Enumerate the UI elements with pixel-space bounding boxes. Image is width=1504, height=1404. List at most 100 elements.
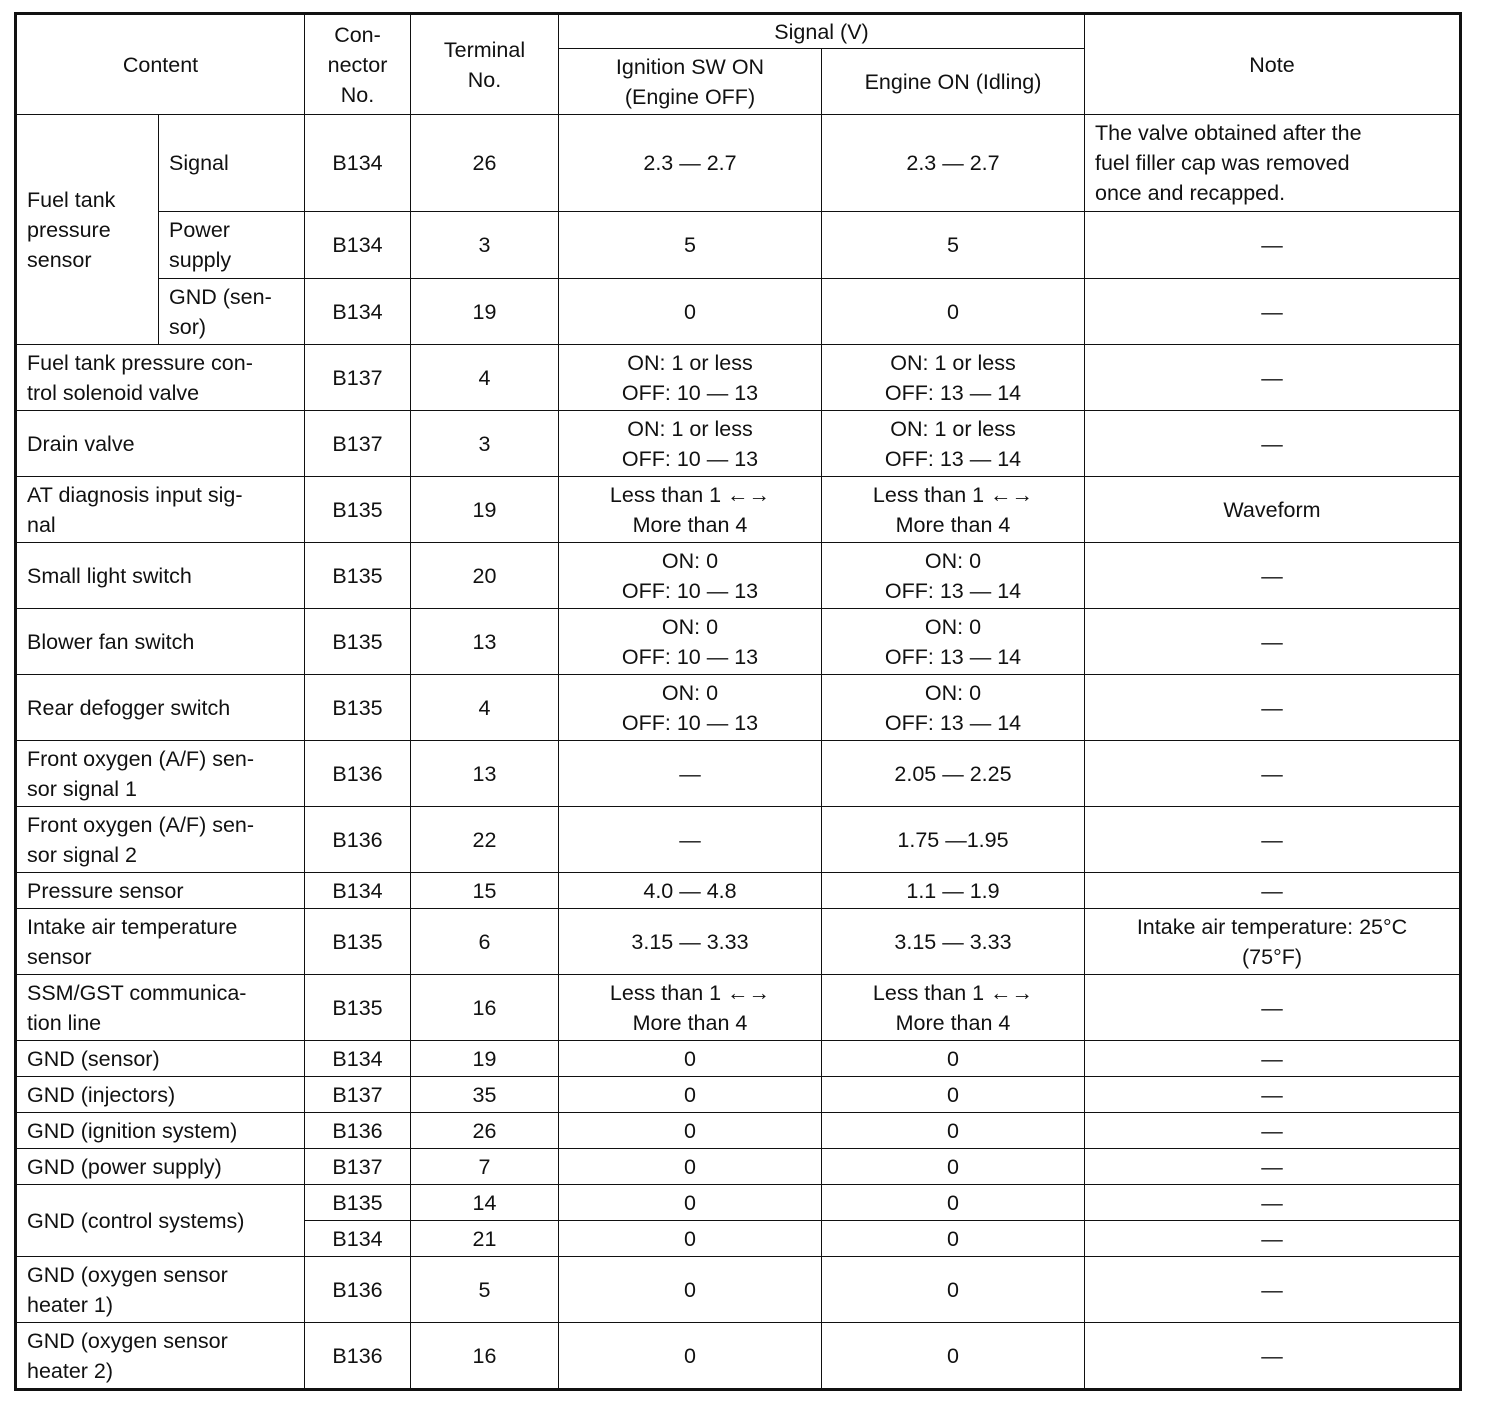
note-cell: — [1084, 872, 1461, 909]
terminal-cell: 16 [410, 1322, 559, 1390]
content-cell: Pressure sensor [15, 872, 305, 909]
engine-on-cell: Less than 1 ←→ More than 4 [821, 974, 1085, 1041]
content-cell: SSM/GST communica- tion line [15, 974, 305, 1041]
header-connector: Con- nector No. [304, 13, 411, 115]
header-terminal: Terminal No. [410, 13, 559, 115]
ignition-on-cell: ON: 0 OFF: 10 — 13 [558, 542, 822, 609]
note-cell: — [1084, 1256, 1461, 1323]
ignition-on-cell: ON: 0 OFF: 10 — 13 [558, 674, 822, 741]
note-cell: Intake air temperature: 25°C (75°F) [1084, 908, 1461, 975]
terminal-cell: 7 [410, 1148, 559, 1185]
engine-on-cell: 0 [821, 1148, 1085, 1185]
note-cell: Waveform [1084, 476, 1461, 543]
sub-content-cell: Signal [158, 114, 305, 212]
connector-cell: B134 [304, 211, 411, 279]
sub-content-cell: GND (sen- sor) [158, 278, 305, 345]
ignition-on-cell: 2.3 — 2.7 [558, 114, 822, 212]
note-cell: — [1084, 410, 1461, 477]
ignition-on-cell: ON: 0 OFF: 10 — 13 [558, 608, 822, 675]
table-row: GND (injectors) B137 35 0 0— [15, 1076, 1461, 1113]
engine-on-cell: 3.15 — 3.33 [821, 908, 1085, 975]
terminal-cell: 21 [410, 1220, 559, 1257]
engine-on-cell: 1.1 — 1.9 [821, 872, 1085, 909]
ignition-on-cell: 0 [558, 1040, 822, 1077]
ignition-on-cell: 0 [558, 278, 822, 345]
connector-cell: B135 [304, 674, 411, 741]
note-cell: — [1084, 278, 1461, 345]
note-cell: — [1084, 674, 1461, 741]
engine-on-cell: Less than 1 ←→ More than 4 [821, 476, 1085, 543]
content-cell: Blower fan switch [15, 608, 305, 675]
terminal-cell: 26 [410, 114, 559, 212]
signal-table: Content Con- nector No. Terminal No. Sig… [14, 12, 1462, 1391]
connector-cell: B136 [304, 1322, 411, 1390]
note-cell: — [1084, 1148, 1461, 1185]
ignition-on-cell: 0 [558, 1256, 822, 1323]
ignition-on-cell: 3.15 — 3.33 [558, 908, 822, 975]
table-row: GND (oxygen sensor heater 2) B136 16 0 0— [15, 1322, 1461, 1390]
table-row: Fuel tank pressure con- trol solenoid va… [15, 344, 1461, 411]
table-row: AT diagnosis input sig- nal B135 19 Less th… [15, 476, 1461, 543]
content-cell: Rear defogger switch [15, 674, 305, 741]
engine-on-cell: 0 [821, 1040, 1085, 1077]
table-row: Power supply B134 3 5 5— [16, 211, 1461, 279]
sub-content-cell: Power supply [158, 211, 305, 279]
table-row: Small light switch B135 20 ON: 0 OFF: 10 — … [15, 542, 1461, 609]
engine-on-cell: 0 [821, 1184, 1085, 1221]
terminal-cell: 16 [410, 974, 559, 1041]
table-row: Drain valve B137 3 ON: 1 or less OFF: 10 — … [15, 410, 1461, 477]
engine-on-cell: 0 [821, 1076, 1085, 1113]
note-cell: — [1084, 806, 1461, 873]
engine-on-cell: 0 [821, 278, 1085, 345]
engine-on-cell: 0 [821, 1112, 1085, 1149]
ignition-on-cell: 0 [558, 1322, 822, 1390]
connector-cell: B136 [304, 1112, 411, 1149]
ignition-on-cell: 0 [558, 1076, 822, 1113]
connector-cell: B135 [304, 476, 411, 543]
terminal-cell: 26 [410, 1112, 559, 1149]
ignition-on-cell: Less than 1 ←→ More than 4 [558, 476, 822, 543]
table-row: GND (power supply) B137 7 0 0— [15, 1148, 1461, 1185]
ignition-on-cell: ON: 1 or less OFF: 10 — 13 [558, 344, 822, 411]
content-cell: GND (injectors) [15, 1076, 305, 1113]
header-note: Note [1084, 13, 1461, 115]
content-cell: GND (oxygen sensor heater 2) [15, 1322, 305, 1390]
connector-cell: B136 [304, 740, 411, 807]
note-cell: — [1084, 1322, 1461, 1390]
content-cell: GND (ignition system) [15, 1112, 305, 1149]
table-row: GND (ignition system) B136 26 0 0— [15, 1112, 1461, 1149]
connector-cell: B135 [304, 542, 411, 609]
content-cell: Fuel tank pressure con- trol solenoid va… [15, 344, 305, 411]
content-cell: Fuel tank pressure sensor [15, 114, 159, 345]
connector-cell: B135 [304, 974, 411, 1041]
terminal-cell: 35 [410, 1076, 559, 1113]
terminal-cell: 19 [410, 1040, 559, 1077]
terminal-cell: 5 [410, 1256, 559, 1323]
content-cell: GND (oxygen sensor heater 1) [15, 1256, 305, 1323]
terminal-cell: 13 [410, 740, 559, 807]
engine-on-cell: 0 [821, 1322, 1085, 1390]
ignition-on-cell: Less than 1 ←→ More than 4 [558, 974, 822, 1041]
table-row: Fuel tank pressure sensor Signal B134 26 2.3… [15, 114, 1461, 345]
connector-cell: B134 [304, 114, 411, 212]
terminal-cell: 4 [410, 674, 559, 741]
connector-cell: B134 [304, 1040, 411, 1077]
note-cell: — [1084, 608, 1461, 675]
connector-cell: B134 [304, 278, 411, 345]
note-cell: — [1084, 1220, 1461, 1257]
connector-cell: B135 [304, 908, 411, 975]
ignition-on-cell: 0 [558, 1148, 822, 1185]
connector-cell: B135 [304, 608, 411, 675]
note-cell: — [1084, 542, 1461, 609]
ignition-on-cell: 4.0 — 4.8 [558, 872, 822, 909]
table-row: GND (sensor) B134 19 0 0— [15, 1040, 1461, 1077]
engine-on-cell: ON: 1 or less OFF: 13 — 14 [821, 410, 1085, 477]
engine-on-cell: ON: 0 OFF: 13 — 14 [821, 608, 1085, 675]
note-cell: — [1084, 1112, 1461, 1149]
content-cell: GND (sensor) [15, 1040, 305, 1077]
header-content: Content [15, 13, 305, 115]
ignition-on-cell: 0 [558, 1112, 822, 1149]
ignition-on-cell: 0 [558, 1184, 822, 1221]
table-row: Intake air temperature sensor B135 6 3.15 —… [15, 908, 1461, 975]
ignition-on-cell: — [558, 806, 822, 873]
